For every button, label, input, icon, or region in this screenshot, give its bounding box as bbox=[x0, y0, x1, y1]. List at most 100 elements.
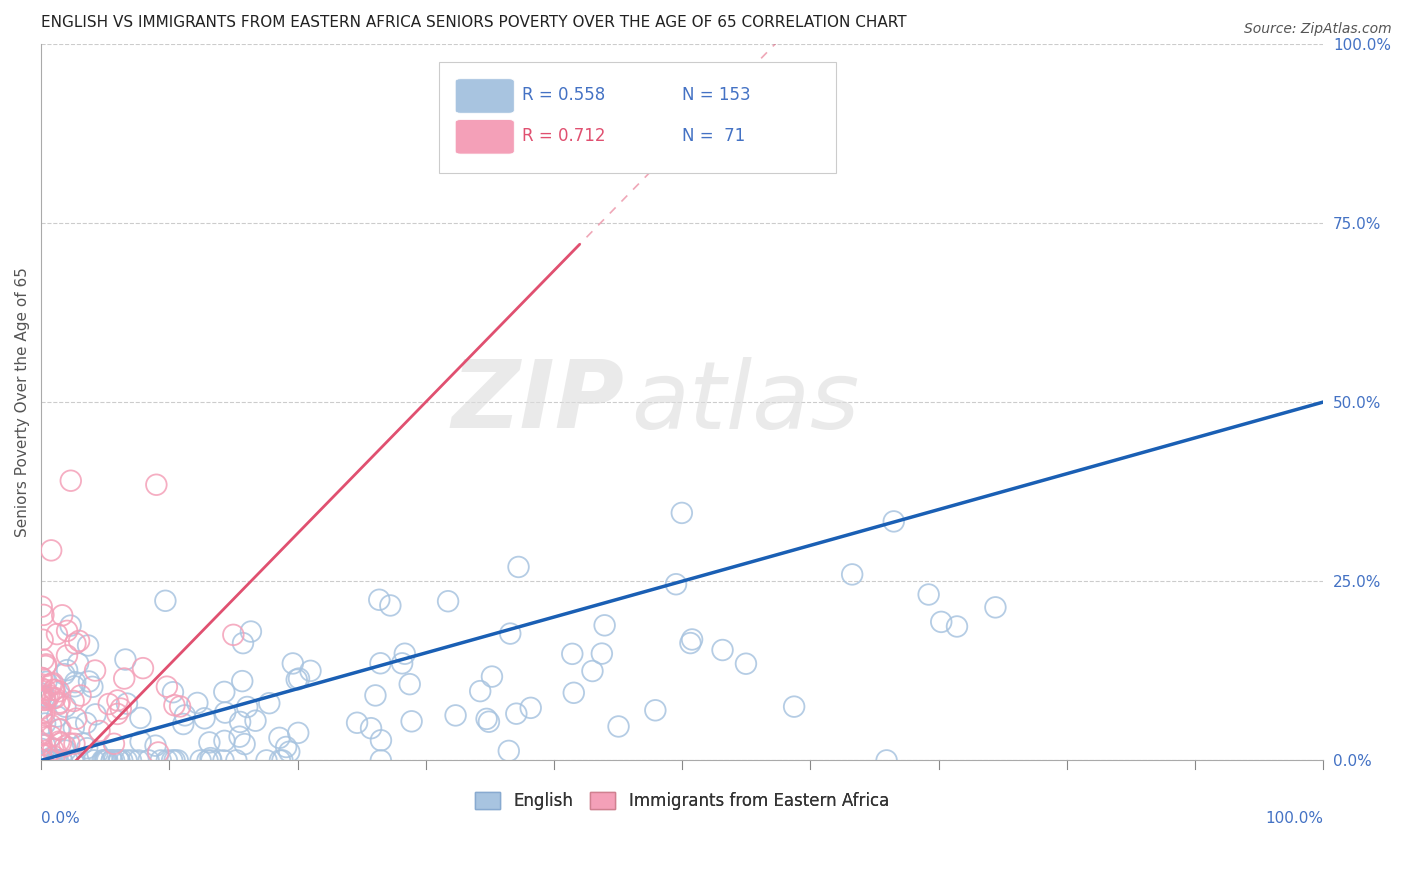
Point bbox=[562, 686, 585, 700]
Point bbox=[299, 664, 322, 678]
Point bbox=[156, 753, 179, 767]
Point bbox=[236, 700, 259, 714]
Point bbox=[30, 727, 52, 741]
Point bbox=[665, 577, 688, 591]
Point bbox=[169, 699, 191, 714]
Point bbox=[58, 736, 80, 750]
Point bbox=[34, 706, 56, 720]
Point bbox=[31, 671, 53, 685]
Point bbox=[285, 673, 308, 687]
Point bbox=[97, 697, 120, 711]
Point bbox=[214, 685, 236, 699]
Point bbox=[115, 753, 138, 767]
Point bbox=[581, 664, 603, 678]
FancyBboxPatch shape bbox=[456, 78, 515, 113]
Point bbox=[34, 683, 56, 698]
Point bbox=[110, 701, 132, 715]
Text: 100.0%: 100.0% bbox=[1265, 811, 1323, 826]
Point bbox=[394, 647, 416, 661]
Point bbox=[671, 506, 693, 520]
Point bbox=[96, 753, 118, 767]
Text: Source: ZipAtlas.com: Source: ZipAtlas.com bbox=[1244, 22, 1392, 37]
Point bbox=[31, 710, 53, 724]
Point bbox=[84, 664, 107, 678]
Point bbox=[228, 730, 250, 744]
Point bbox=[145, 477, 167, 491]
Point bbox=[232, 636, 254, 650]
Point bbox=[129, 734, 152, 748]
Point bbox=[364, 689, 387, 703]
Point bbox=[42, 742, 65, 756]
Point bbox=[63, 753, 86, 767]
Point bbox=[34, 659, 56, 673]
Point bbox=[39, 677, 62, 691]
Point bbox=[51, 608, 73, 623]
FancyBboxPatch shape bbox=[456, 120, 515, 154]
Point bbox=[30, 681, 52, 696]
Point bbox=[59, 618, 82, 632]
Point bbox=[38, 753, 60, 767]
Point bbox=[89, 724, 111, 739]
Point bbox=[93, 753, 115, 767]
Point bbox=[35, 657, 58, 672]
Point bbox=[41, 730, 63, 744]
Point bbox=[114, 652, 136, 666]
Point bbox=[65, 636, 87, 650]
Point bbox=[56, 663, 79, 677]
Point bbox=[63, 679, 86, 693]
Point bbox=[48, 684, 70, 698]
Point bbox=[84, 707, 107, 722]
Point bbox=[735, 657, 758, 671]
Point bbox=[30, 671, 52, 685]
Point bbox=[681, 632, 703, 647]
Point bbox=[186, 696, 208, 710]
Point bbox=[155, 594, 177, 608]
Point bbox=[149, 753, 172, 767]
Point bbox=[163, 753, 186, 767]
Point bbox=[31, 632, 53, 647]
Point bbox=[105, 706, 128, 721]
Point bbox=[94, 753, 117, 767]
Point bbox=[437, 594, 460, 608]
Point bbox=[174, 708, 197, 723]
Point bbox=[51, 753, 73, 767]
Point bbox=[561, 647, 583, 661]
Point bbox=[30, 684, 52, 698]
Legend: English, Immigrants from Eastern Africa: English, Immigrants from Eastern Africa bbox=[468, 785, 896, 816]
Point bbox=[53, 667, 76, 681]
Point bbox=[591, 647, 613, 661]
Point bbox=[370, 657, 392, 671]
Text: ZIP: ZIP bbox=[451, 356, 624, 448]
Point bbox=[444, 708, 467, 723]
Point bbox=[256, 753, 278, 767]
Point bbox=[841, 567, 863, 582]
Point bbox=[45, 753, 67, 767]
Point bbox=[278, 745, 301, 759]
Point bbox=[63, 721, 86, 735]
Point bbox=[101, 753, 124, 767]
Point bbox=[198, 735, 221, 749]
Point bbox=[115, 697, 138, 711]
Point bbox=[30, 729, 52, 743]
Text: ENGLISH VS IMMIGRANTS FROM EASTERN AFRICA SENIORS POVERTY OVER THE AGE OF 65 COR: ENGLISH VS IMMIGRANTS FROM EASTERN AFRIC… bbox=[41, 15, 907, 30]
Point bbox=[31, 738, 53, 752]
Point bbox=[162, 685, 184, 699]
Point bbox=[46, 753, 69, 767]
Point bbox=[346, 715, 368, 730]
Point bbox=[197, 753, 219, 767]
Point bbox=[368, 592, 391, 607]
Point bbox=[212, 753, 235, 767]
Point bbox=[72, 736, 94, 750]
Point bbox=[229, 714, 252, 729]
Point bbox=[481, 669, 503, 683]
Point bbox=[32, 652, 55, 666]
Point bbox=[132, 661, 155, 675]
Point bbox=[59, 474, 82, 488]
Point bbox=[876, 753, 898, 767]
Text: atlas: atlas bbox=[631, 357, 859, 448]
Point bbox=[91, 753, 114, 767]
Point bbox=[56, 624, 79, 638]
Point bbox=[163, 698, 186, 713]
Point bbox=[231, 674, 253, 689]
Point bbox=[94, 753, 117, 767]
